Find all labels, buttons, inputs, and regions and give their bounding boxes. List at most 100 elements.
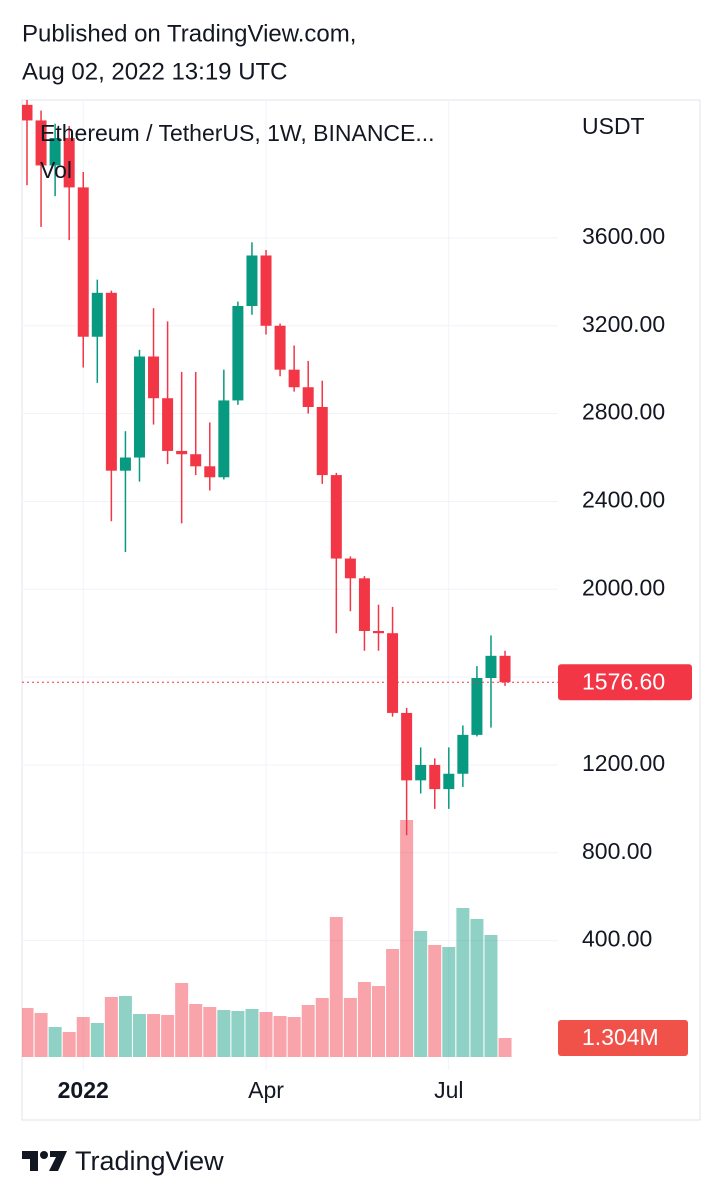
y-tick-label: 400.00 <box>582 926 652 952</box>
volume-bar <box>442 947 456 1057</box>
publish-line: Published on TradingView.com, <box>22 20 356 47</box>
publish-date: Aug 02, 2022 13:19 UTC <box>22 58 288 85</box>
candle-body <box>148 356 160 399</box>
volume-bar <box>301 1004 315 1057</box>
volume-bar <box>498 1037 512 1057</box>
candle-body <box>49 137 61 166</box>
y-axis-label: USDT <box>582 113 645 139</box>
candle-body <box>91 292 103 337</box>
volume-bar <box>175 982 189 1057</box>
volume-bar <box>217 1009 231 1057</box>
x-tick-label: Jul <box>434 1077 463 1103</box>
candle-body <box>218 400 230 478</box>
axis-label-bg <box>572 108 692 148</box>
y-tick-label: 800.00 <box>582 838 652 864</box>
candle-body <box>485 655 497 679</box>
last-price-label: 1576.60 <box>582 668 665 694</box>
y-tick-label: 2800.00 <box>582 399 665 425</box>
candle-body <box>457 734 469 774</box>
volume-bar <box>428 944 442 1057</box>
price-pane <box>22 100 511 836</box>
volume-bar <box>48 1026 62 1057</box>
candle-body <box>35 120 47 166</box>
chart-title: Ethereum / TetherUS, 1W, BINANCE... <box>40 120 435 146</box>
volume-bar <box>132 1014 146 1057</box>
volume-bar <box>273 1015 287 1057</box>
y-tick-label: 3200.00 <box>582 311 665 337</box>
volume-bar <box>104 996 118 1057</box>
candle-body <box>274 325 286 370</box>
volume-bar <box>386 949 400 1057</box>
last-volume-label: 1.304M <box>582 1024 659 1050</box>
logo-dot <box>40 1151 48 1159</box>
footer-logo <box>22 1151 67 1171</box>
volume-bar <box>147 1014 161 1057</box>
candle-body <box>176 450 188 455</box>
x-tick-label: Apr <box>248 1077 284 1103</box>
candle-body <box>288 369 300 388</box>
chart-frame <box>21 99 701 1121</box>
y-tick-label: 1200.00 <box>582 750 665 776</box>
volume-bar <box>287 1017 301 1057</box>
grid <box>22 100 558 1070</box>
candle-body <box>387 633 399 713</box>
volume-bar <box>357 982 371 1057</box>
candle-body <box>63 137 75 188</box>
last-price-box <box>558 664 692 701</box>
labels: Ethereum / TetherUS, 1W, BINANCE... Vol … <box>22 108 692 1103</box>
volume-bar <box>456 908 470 1057</box>
candle-body <box>415 764 427 781</box>
candle-body <box>260 255 272 326</box>
volume-bar <box>34 1012 48 1057</box>
candle-body <box>119 457 131 471</box>
volume-bar <box>484 935 498 1057</box>
volume-bar <box>62 1031 76 1057</box>
volume-bar <box>470 919 484 1057</box>
logo-mark <box>22 1151 38 1171</box>
volume-bar <box>203 1006 217 1057</box>
y-tick-label: 2000.00 <box>582 574 665 600</box>
y-tick-label: 2400.00 <box>582 487 665 513</box>
volume-bar <box>372 985 385 1057</box>
candle-body <box>232 305 244 401</box>
candle-body <box>330 475 342 559</box>
candle-body <box>162 398 174 451</box>
candle-body <box>105 292 117 471</box>
candle-body <box>316 407 328 476</box>
volume-bar <box>414 931 428 1057</box>
candle-body <box>358 578 370 632</box>
volume-bar <box>22 1007 34 1057</box>
volume-bar <box>259 1012 273 1057</box>
volume-bar <box>343 997 357 1057</box>
volume-bar <box>231 1011 245 1057</box>
volume-bar <box>400 820 414 1057</box>
volume-bar <box>329 917 343 1057</box>
footer-brand: TradingView <box>75 1146 224 1176</box>
volume-bar <box>245 1009 259 1057</box>
y-tick-label: 3600.00 <box>582 223 665 249</box>
volume-bar <box>118 996 132 1057</box>
candle-body <box>471 678 483 735</box>
logo-mark <box>49 1151 67 1171</box>
last-volume-box <box>558 1019 688 1056</box>
volume-bar <box>90 1023 104 1057</box>
volume-title: Vol <box>40 157 72 183</box>
candle-body <box>133 356 145 458</box>
volume-pane <box>22 820 512 1057</box>
candle-body <box>22 104 33 121</box>
candle-body <box>373 631 384 634</box>
candle-body <box>77 187 89 337</box>
volume-bar <box>76 1017 90 1057</box>
volume-bar <box>161 1015 175 1057</box>
candle-body <box>499 655 511 683</box>
candle-body <box>190 454 202 467</box>
candle-body <box>429 764 441 790</box>
candle-body <box>204 466 216 478</box>
candle-body <box>401 712 413 781</box>
volume-bar <box>189 1004 203 1057</box>
candle-body <box>246 255 258 306</box>
candle-body <box>302 387 314 408</box>
candle-body <box>443 773 455 790</box>
